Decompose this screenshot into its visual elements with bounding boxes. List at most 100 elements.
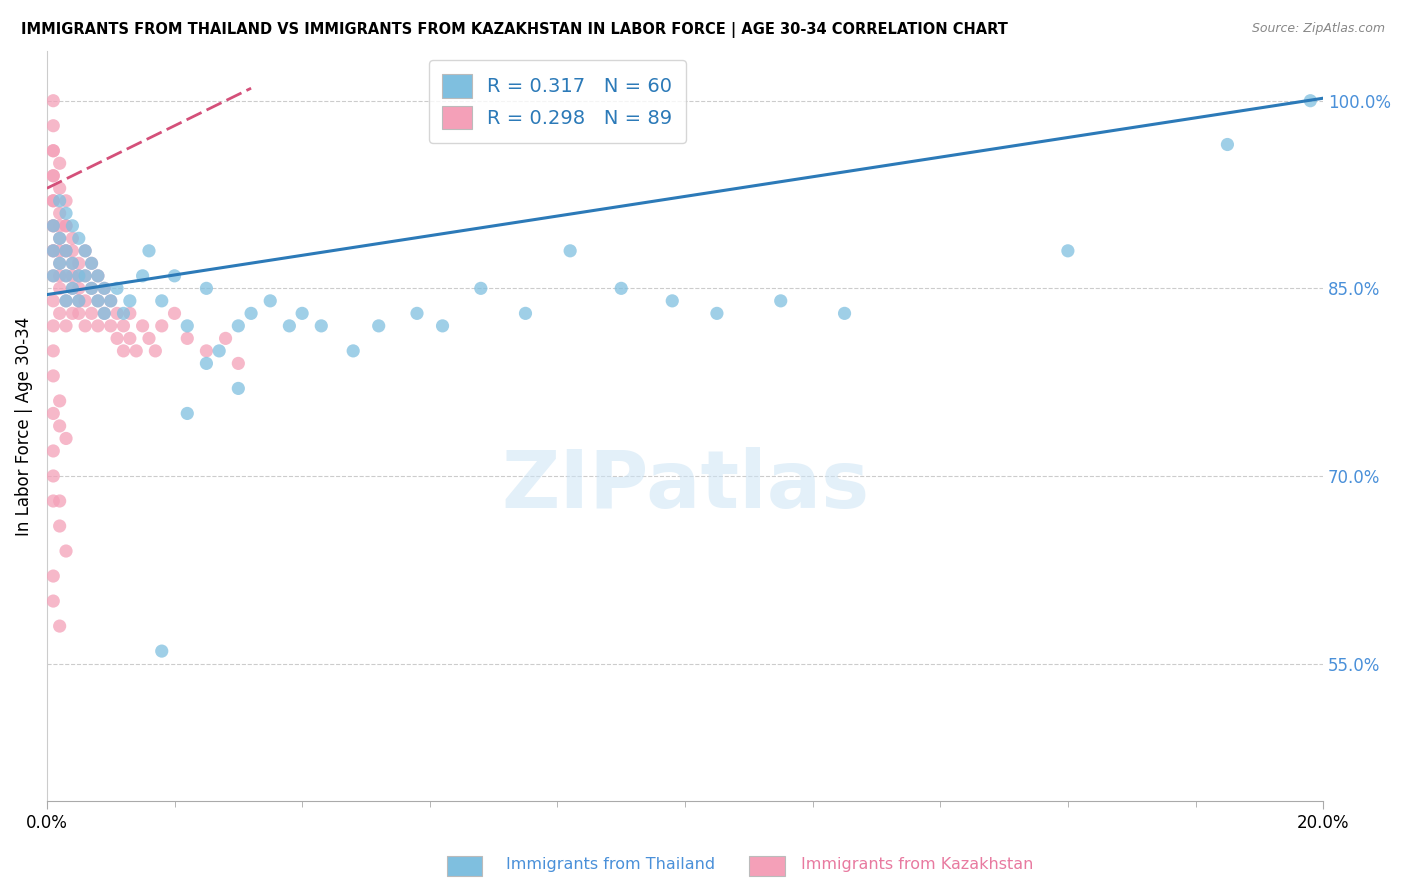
Point [406,306,429,320]
Point [195,281,218,295]
Point [87,318,110,333]
Point [48,231,70,245]
Point [118,306,141,320]
Point [48,268,70,283]
Point [214,331,236,345]
Point [48,494,70,508]
Point [42,569,65,583]
Point [55,244,77,258]
Point [55,244,77,258]
Point [62,268,84,283]
Point [42,406,65,420]
Text: Immigrants from Kazakhstan: Immigrants from Kazakhstan [801,857,1033,872]
Point [42,119,65,133]
Point [48,206,70,220]
Point [48,219,70,233]
Point [42,219,65,233]
Point [55,318,77,333]
Point [55,268,77,283]
Point [176,318,198,333]
Point [150,644,173,658]
Point [42,268,65,283]
Point [42,594,65,608]
Point [55,194,77,208]
Point [42,219,65,233]
Point [42,219,65,233]
Point [228,318,250,333]
Point [48,244,70,258]
Point [42,169,65,183]
Point [112,306,135,320]
Point [118,293,141,308]
Point [42,368,65,383]
Point [42,469,65,483]
Point [55,268,77,283]
Point [48,231,70,245]
Point [75,268,97,283]
Point [470,281,492,295]
Point [87,293,110,308]
Point [80,256,103,270]
Point [100,293,122,308]
Point [131,318,153,333]
Point [661,293,683,308]
Point [834,306,856,320]
Point [706,306,728,320]
Point [125,343,148,358]
Point [48,156,70,170]
Point [42,494,65,508]
Point [105,281,128,295]
Point [48,281,70,295]
Point [176,331,198,345]
Point [48,181,70,195]
Point [55,219,77,233]
Point [55,293,77,308]
Point [75,318,97,333]
Point [93,306,115,320]
Point [367,318,389,333]
Point [176,406,198,420]
Point [75,244,97,258]
Point [93,281,115,295]
Point [55,544,77,558]
Point [62,281,84,295]
Point [1299,94,1322,108]
Point [67,268,90,283]
Point [48,306,70,320]
Point [55,244,77,258]
Point [105,331,128,345]
Point [195,343,218,358]
Point [55,206,77,220]
Point [48,256,70,270]
Point [112,318,135,333]
Point [48,256,70,270]
Point [42,94,65,108]
Point [342,343,364,358]
Point [42,194,65,208]
Point [42,293,65,308]
Point [48,393,70,408]
Point [42,444,65,458]
Point [138,244,160,258]
Point [769,293,792,308]
Point [42,244,65,258]
Point [118,331,141,345]
Point [62,219,84,233]
Point [80,256,103,270]
Point [42,144,65,158]
Point [42,244,65,258]
Point [100,293,122,308]
Point [48,619,70,633]
Point [150,318,173,333]
Point [240,306,263,320]
Point [163,268,186,283]
Point [62,244,84,258]
Point [42,318,65,333]
Point [228,356,250,370]
Point [42,268,65,283]
Point [311,318,333,333]
Point [67,256,90,270]
Point [75,268,97,283]
Point [62,306,84,320]
Point [42,194,65,208]
